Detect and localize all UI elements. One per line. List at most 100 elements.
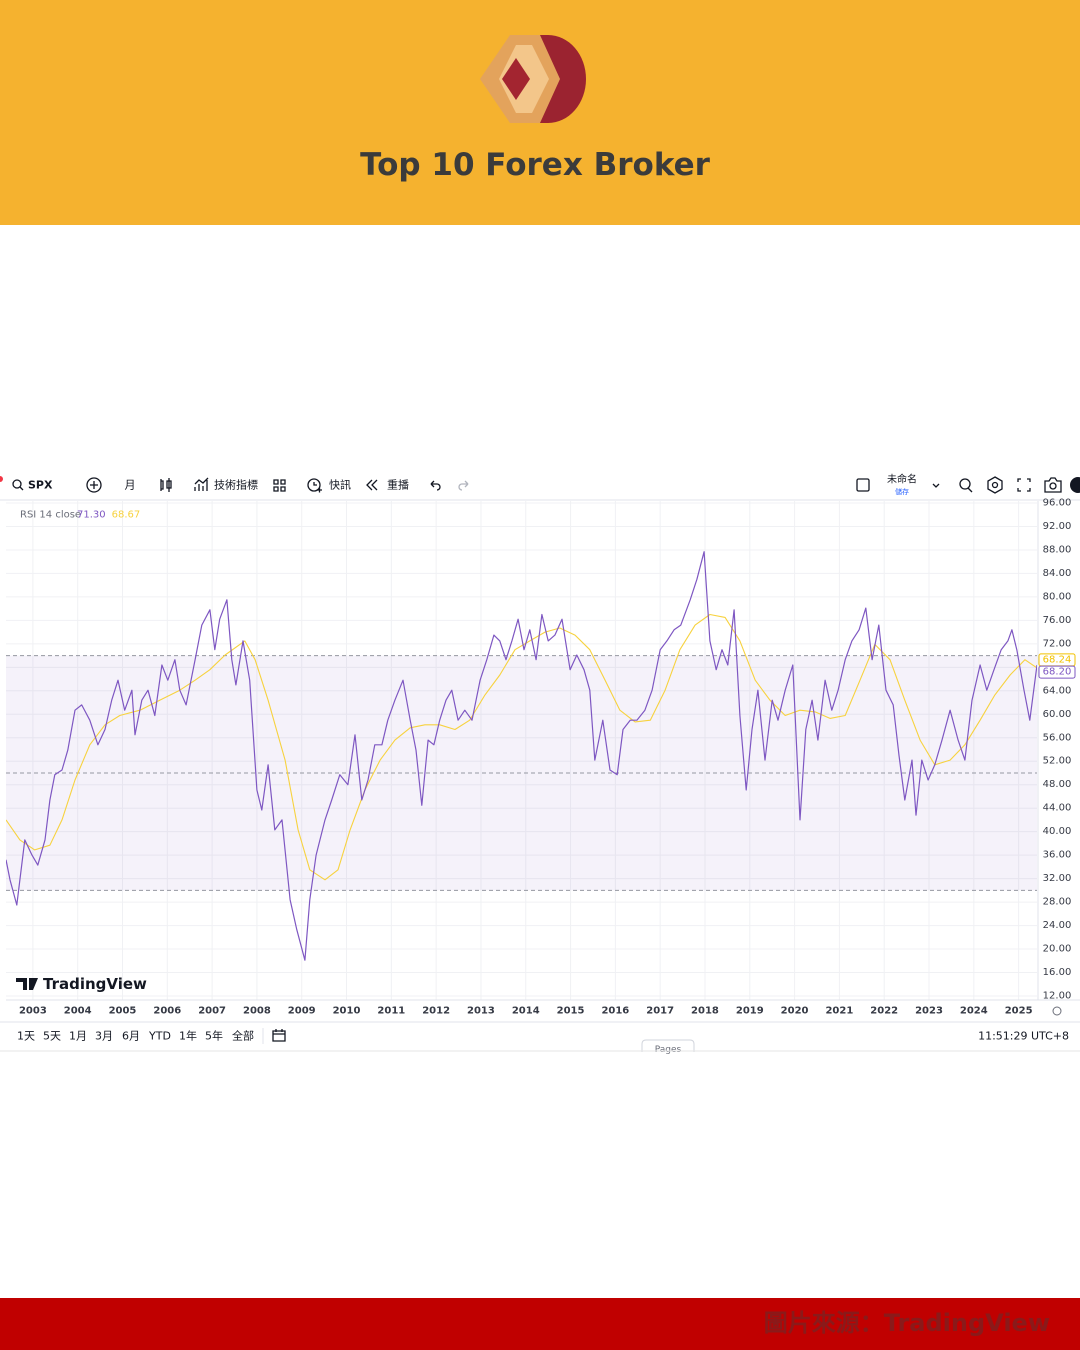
legend-title: RSI 14 close bbox=[20, 510, 81, 521]
alert-icon bbox=[307, 478, 321, 492]
x-tick-label: 2014 bbox=[512, 1006, 540, 1017]
replay-icon bbox=[366, 479, 378, 491]
chevron bbox=[932, 483, 940, 488]
quick-search-icon bbox=[967, 487, 973, 493]
plot: 12.00 16.00 20.00 24.00 28.00 32.00 36.00 40.00… bbox=[6, 498, 1080, 1017]
y-tick-label: 96.00 bbox=[1043, 498, 1072, 509]
x-tick-label: 2004 bbox=[64, 1006, 92, 1017]
legend-value: 71.30 bbox=[77, 510, 106, 521]
replay: 重播 bbox=[387, 478, 409, 492]
range-button: 1月 bbox=[69, 1030, 87, 1043]
toolbar: SPX 月 技術指標 快訊 重播 未命名 儲存 bbox=[12, 473, 1080, 496]
footer-source: 圖片來源：TradingView bbox=[764, 1309, 1050, 1337]
x-tick-label: 2013 bbox=[467, 1006, 495, 1017]
save: 儲存 bbox=[895, 487, 909, 496]
x-tick-label: 2024 bbox=[960, 1006, 988, 1017]
calendar-icon bbox=[272, 1029, 286, 1042]
axis-settings-icon bbox=[1052, 1006, 1062, 1016]
y-tick-label: 56.00 bbox=[1043, 732, 1072, 743]
tradingview-logo: TradingView bbox=[16, 975, 147, 993]
x-tick-label: 2025 bbox=[1005, 1006, 1033, 1017]
x-tick-label: 2010 bbox=[333, 1006, 361, 1017]
range-button: YTD bbox=[148, 1030, 171, 1043]
range-button: 全部 bbox=[232, 1029, 254, 1043]
price-tag bbox=[1038, 665, 1076, 679]
price-tag-label: 68.20 bbox=[1043, 667, 1072, 678]
y-tick-label: 76.00 bbox=[1043, 615, 1072, 626]
range-button: 6月 bbox=[122, 1030, 140, 1043]
layout-square bbox=[856, 478, 870, 492]
candle-icon bbox=[160, 478, 172, 492]
range-button: 1年 bbox=[179, 1029, 197, 1043]
undo-icon bbox=[430, 480, 441, 491]
footer-band bbox=[0, 1298, 1080, 1350]
price-tag-label: 68.24 bbox=[1043, 654, 1072, 665]
y-tick-label: 72.00 bbox=[1043, 638, 1072, 649]
camera-icon bbox=[1049, 482, 1057, 490]
y-tick-label: 12.00 bbox=[1043, 991, 1072, 1002]
x-tick-label: 2005 bbox=[109, 1006, 137, 1017]
x-tick-label: 2009 bbox=[288, 1006, 316, 1017]
range-button: 5天 bbox=[43, 1030, 61, 1043]
quick-search-icon bbox=[959, 478, 971, 490]
header-title: Top 10 Forex Broker bbox=[360, 147, 711, 183]
y-tick-label: 92.00 bbox=[1043, 521, 1072, 532]
indicator-icon bbox=[194, 477, 209, 491]
add-icon bbox=[86, 477, 102, 493]
x-tick-label: 2015 bbox=[557, 1006, 585, 1017]
clock: 11:51:29 UTC+8 bbox=[978, 1030, 1069, 1043]
fullscreen-icon bbox=[1017, 478, 1031, 492]
search-icon bbox=[19, 486, 24, 491]
search-icon bbox=[12, 479, 22, 489]
y-tick-label: 20.00 bbox=[1043, 944, 1072, 955]
range-bar: 1天 5天 1月 3月 6月 YTD 1年 5年 全部 bbox=[17, 1029, 254, 1043]
y-tick-label: 52.00 bbox=[1043, 756, 1072, 767]
layout-icon bbox=[273, 479, 286, 492]
range-button: 3月 bbox=[95, 1030, 113, 1043]
y-tick-label: 16.00 bbox=[1043, 967, 1072, 978]
y-tick-label: 44.00 bbox=[1043, 803, 1072, 814]
x-tick-label: 2018 bbox=[691, 1006, 719, 1017]
redo-icon bbox=[458, 480, 469, 491]
x-tick-label: 2021 bbox=[825, 1006, 853, 1017]
y-tick-label: 88.00 bbox=[1043, 544, 1072, 555]
legend-value: 68.67 bbox=[112, 510, 141, 521]
y-tick-label: 28.00 bbox=[1043, 897, 1072, 908]
y-tick-label: 36.00 bbox=[1043, 850, 1072, 861]
y-tick-label: 40.00 bbox=[1043, 826, 1072, 837]
x-tick-label: 2020 bbox=[781, 1006, 809, 1017]
pages-tab bbox=[641, 1039, 695, 1052]
range-button: 1天 bbox=[17, 1030, 35, 1043]
y-tick-label: 24.00 bbox=[1043, 920, 1072, 931]
x-tick-label: 2017 bbox=[646, 1006, 674, 1017]
x-tick-label: 2006 bbox=[153, 1006, 181, 1017]
x-tick-label: 2012 bbox=[422, 1006, 450, 1017]
y-tick-label: 48.00 bbox=[1043, 779, 1072, 790]
indicators: 技術指標 bbox=[214, 478, 258, 492]
watermark: TradingView bbox=[43, 975, 147, 993]
y-tick-label: 80.00 bbox=[1043, 591, 1072, 602]
y-tick-label: 60.00 bbox=[1043, 709, 1072, 720]
pages-tab-label: Pages bbox=[655, 1045, 682, 1055]
x-tick-label: 2008 bbox=[243, 1006, 271, 1017]
add-icon bbox=[90, 481, 98, 489]
series-line bbox=[6, 613, 1037, 881]
camera-icon bbox=[1044, 477, 1062, 493]
x-tick-label: 2016 bbox=[601, 1006, 629, 1017]
badge bbox=[0, 476, 3, 482]
layout-name: 未命名 bbox=[887, 473, 917, 486]
y-tick-label: 84.00 bbox=[1043, 568, 1072, 579]
y-tick-label: 64.00 bbox=[1043, 685, 1072, 696]
series-line bbox=[6, 551, 1037, 961]
settings-icon bbox=[991, 481, 999, 489]
x-tick-label: 2023 bbox=[915, 1006, 943, 1017]
symbol: SPX bbox=[28, 479, 53, 492]
x-tick-label: 2019 bbox=[736, 1006, 764, 1017]
settings-icon bbox=[987, 476, 1003, 494]
y-tick-label: 32.00 bbox=[1043, 873, 1072, 884]
interval: 月 bbox=[125, 479, 136, 492]
range-button: 5年 bbox=[205, 1029, 223, 1043]
avatar bbox=[1070, 477, 1080, 493]
x-tick-label: 2007 bbox=[198, 1006, 226, 1017]
